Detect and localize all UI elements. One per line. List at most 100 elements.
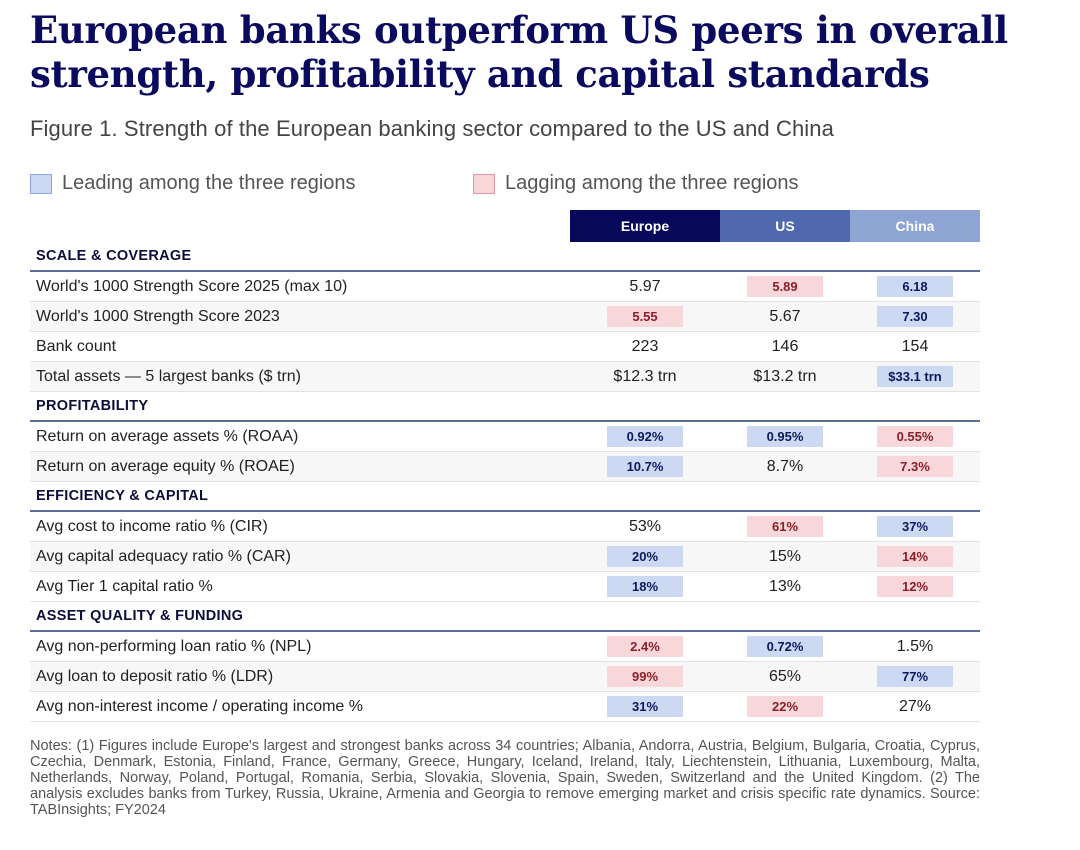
value-europe-lagging: 5.55	[607, 306, 683, 327]
lagging-swatch	[473, 173, 495, 194]
notes: Notes: (1) Figures include Europe's larg…	[30, 738, 980, 818]
value-china-leading: 37%	[877, 516, 953, 537]
value-europe: $12.3 trn	[613, 367, 677, 385]
section-header: EFFICIENCY & CAPITAL	[30, 482, 980, 512]
value-us: 8.7%	[766, 457, 804, 475]
cell-europe: 20%	[570, 542, 720, 571]
cell-china: 7.3%	[850, 452, 980, 481]
table-row: World's 1000 Strength Score 2025 (max 10…	[30, 272, 980, 302]
value-us: 15%	[768, 547, 802, 565]
section-header: PROFITABILITY	[30, 392, 980, 422]
cell-china: $33.1 trn	[850, 362, 980, 391]
cell-europe: 31%	[570, 692, 720, 721]
row-label: Avg non-interest income / operating inco…	[36, 697, 363, 715]
page-title: European banks outperform US peers in ov…	[30, 8, 1008, 96]
value-europe-leading: 31%	[607, 696, 683, 717]
cell-us: 5.89	[720, 272, 850, 301]
value-us-lagging: 22%	[747, 696, 823, 717]
column-header-us: US	[720, 210, 850, 242]
table-row: Return on average equity % (ROAE) 10.7% 8.…	[30, 452, 980, 482]
legend-lagging: Lagging among the three regions	[473, 172, 799, 195]
cell-us: 5.67	[720, 302, 850, 331]
cell-us: 0.95%	[720, 422, 850, 451]
table-row: Bank count 223 146 154	[30, 332, 980, 362]
table-row: Avg Tier 1 capital ratio % 18% 13% 12%	[30, 572, 980, 602]
value-china-lagging: 12%	[877, 576, 953, 597]
value-china-lagging: 0.55%	[877, 426, 953, 447]
row-label: Avg non-performing loan ratio % (NPL)	[36, 637, 312, 655]
figure-subtitle: Figure 1. Strength of the European banki…	[30, 116, 834, 141]
cell-europe: 99%	[570, 662, 720, 691]
row-label: Return on average equity % (ROAE)	[36, 457, 295, 475]
value-us-lagging: 61%	[747, 516, 823, 537]
value-europe: 53%	[628, 517, 662, 535]
value-europe: 5.97	[629, 277, 661, 295]
value-us: 13%	[768, 577, 802, 595]
cell-europe: $12.3 trn	[570, 362, 720, 391]
cell-china: 37%	[850, 512, 980, 541]
value-europe-lagging: 99%	[607, 666, 683, 687]
value-us: 65%	[768, 667, 802, 685]
table-row: Avg capital adequacy ratio % (CAR) 20% 15%…	[30, 542, 980, 572]
value-europe-leading: 18%	[607, 576, 683, 597]
cell-us: 22%	[720, 692, 850, 721]
legend-leading-label: Leading among the three regions	[62, 172, 356, 194]
cell-us: 0.72%	[720, 632, 850, 661]
legend-lagging-label: Lagging among the three regions	[505, 172, 799, 194]
value-europe-lagging: 2.4%	[607, 636, 683, 657]
value-china-lagging: 14%	[877, 546, 953, 567]
value-us-leading: 0.95%	[747, 426, 823, 447]
value-europe-leading: 10.7%	[607, 456, 683, 477]
cell-europe: 2.4%	[570, 632, 720, 661]
row-label: Return on average assets % (ROAA)	[36, 427, 299, 445]
legend-leading: Leading among the three regions	[30, 172, 356, 195]
value-china-leading: $33.1 trn	[877, 366, 953, 387]
value-china-leading: 6.18	[877, 276, 953, 297]
value-us-leading: 0.72%	[747, 636, 823, 657]
table-row: Total assets — 5 largest banks ($ trn) $1…	[30, 362, 980, 392]
value-us: 146	[771, 337, 799, 355]
cell-china: 6.18	[850, 272, 980, 301]
cell-china: 14%	[850, 542, 980, 571]
value-china-lagging: 7.3%	[877, 456, 953, 477]
value-china-leading: 7.30	[877, 306, 953, 327]
row-label: Bank count	[36, 337, 117, 355]
comparison-table: SCALE & COVERAGE World's 1000 Strength Sc…	[30, 242, 980, 722]
column-header-china: China	[850, 210, 980, 242]
value-us-lagging: 5.89	[747, 276, 823, 297]
cell-europe: 18%	[570, 572, 720, 601]
cell-us: 146	[720, 332, 850, 361]
leading-swatch	[30, 173, 52, 194]
cell-europe: 0.92%	[570, 422, 720, 451]
cell-us: 65%	[720, 662, 850, 691]
cell-us: 8.7%	[720, 452, 850, 481]
cell-china: 154	[850, 332, 980, 361]
table-row: Avg non-performing loan ratio % (NPL) 2.4…	[30, 632, 980, 662]
value-europe-leading: 0.92%	[607, 426, 683, 447]
row-label: Avg cost to income ratio % (CIR)	[36, 517, 268, 535]
value-china-leading: 77%	[877, 666, 953, 687]
section-header: ASSET QUALITY & FUNDING	[30, 602, 980, 632]
cell-europe: 53%	[570, 512, 720, 541]
section-header: SCALE & COVERAGE	[30, 242, 980, 272]
value-china: 27%	[898, 697, 932, 715]
cell-china: 12%	[850, 572, 980, 601]
cell-china: 77%	[850, 662, 980, 691]
cell-us: 61%	[720, 512, 850, 541]
table-row: Return on average assets % (ROAA) 0.92% 0.…	[30, 422, 980, 452]
value-us: 5.67	[769, 307, 801, 325]
table-row: Avg non-interest income / operating inco…	[30, 692, 980, 722]
cell-china: 0.55%	[850, 422, 980, 451]
row-label: Avg Tier 1 capital ratio %	[36, 577, 213, 595]
cell-europe: 10.7%	[570, 452, 720, 481]
cell-us: $13.2 trn	[720, 362, 850, 391]
row-label: Total assets — 5 largest banks ($ trn)	[36, 367, 301, 385]
cell-china: 7.30	[850, 302, 980, 331]
row-label: Avg capital adequacy ratio % (CAR)	[36, 547, 291, 565]
cell-europe: 223	[570, 332, 720, 361]
value-europe: 223	[631, 337, 659, 355]
cell-china: 1.5%	[850, 632, 980, 661]
cell-europe: 5.55	[570, 302, 720, 331]
table-row: Avg cost to income ratio % (CIR) 53% 61% 37…	[30, 512, 980, 542]
